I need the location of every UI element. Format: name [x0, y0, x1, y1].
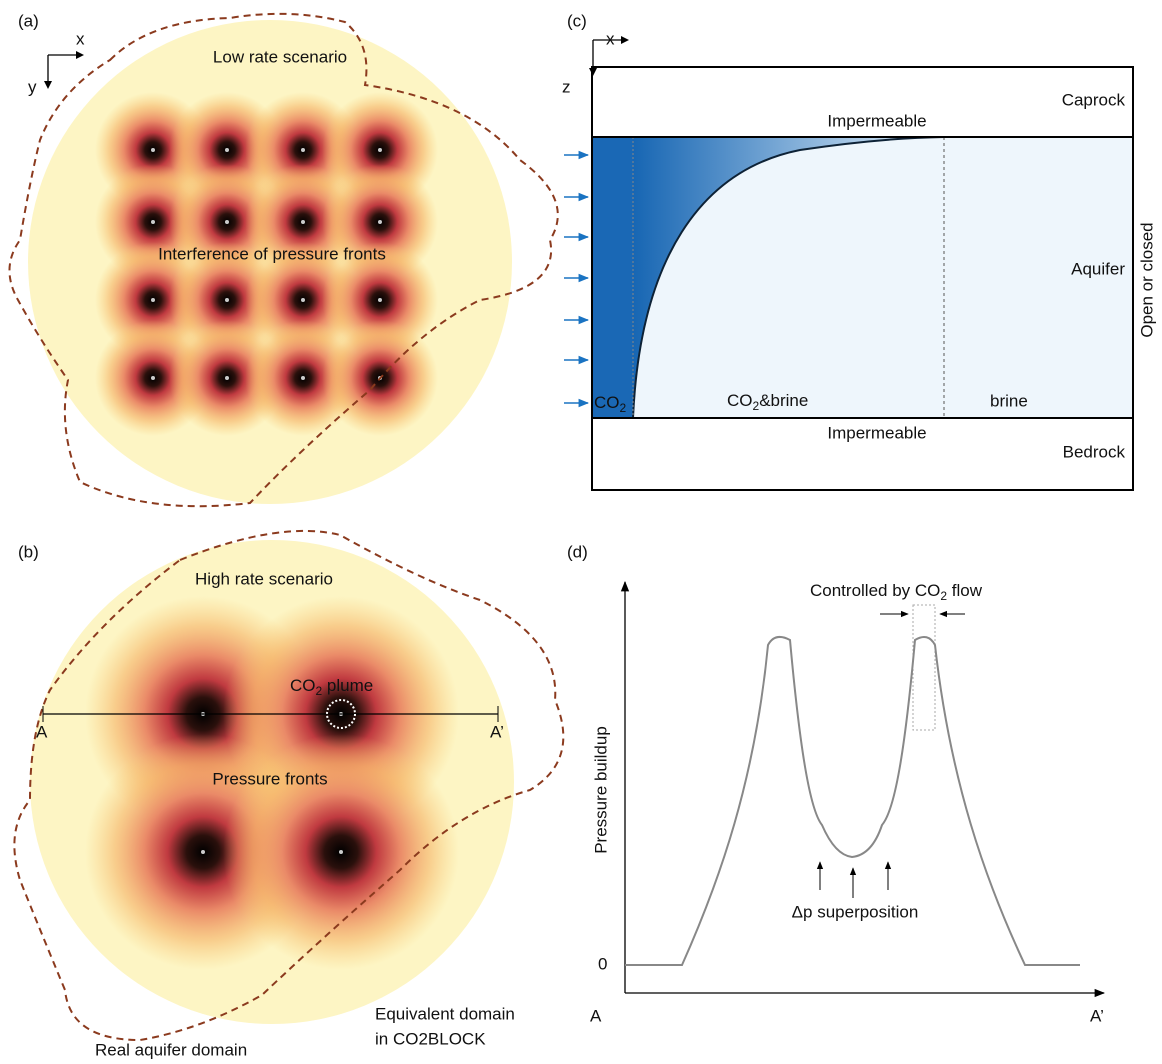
section-label: A: [36, 722, 48, 741]
axis-label: y: [28, 77, 37, 96]
axis-title: Pressure buildup: [591, 726, 610, 854]
panel-a: (a) x y Low rate scenario Interference o…: [8, 11, 559, 508]
plume-outline: [326, 699, 356, 729]
zone-label: CO2: [594, 393, 627, 415]
well: [201, 850, 205, 854]
well: [151, 220, 155, 224]
panel-label: (c): [567, 11, 587, 30]
title: High rate scenario: [195, 569, 333, 588]
layer-label: Caprock: [1062, 90, 1126, 109]
bracket: [912, 604, 936, 731]
layer-label: Impermeable: [827, 423, 926, 442]
axes: [47, 54, 80, 85]
zone-label: brine: [990, 391, 1028, 410]
panel-c: (c) x z Caprock Impermeable Aquifer Open…: [562, 11, 1156, 491]
well: [301, 376, 305, 380]
axis-label: z: [562, 77, 571, 96]
real-domain: [13, 529, 565, 1042]
note: Controlled by CO2 flow: [810, 581, 983, 603]
co2-zone: [592, 137, 633, 418]
well: [301, 220, 305, 224]
arrowheads: [589, 36, 629, 76]
boundary-label: Open or closed: [1137, 222, 1156, 337]
front: [632, 136, 945, 419]
note: in CO2BLOCK: [375, 1029, 486, 1048]
note: Equivalent domain: [375, 1004, 515, 1023]
real-domain: [8, 12, 559, 508]
note: Δp superposition: [792, 902, 919, 921]
well: [378, 220, 382, 224]
well: [378, 148, 382, 152]
panel-label: (b): [18, 542, 39, 561]
note: Interference of pressure fronts: [158, 244, 386, 263]
well: [225, 148, 229, 152]
well: [301, 148, 305, 152]
axes: [592, 39, 625, 72]
note: Real aquifer domain: [95, 1040, 247, 1059]
note: Pressure fronts: [212, 769, 327, 788]
well: [151, 298, 155, 302]
well: [151, 148, 155, 152]
panel-b: (b) High rate scenario CO2 plume A A’ Pr…: [13, 529, 565, 1059]
panel-label: (a): [18, 11, 39, 30]
title: Low rate scenario: [213, 47, 347, 66]
arrowheads: [44, 51, 84, 89]
zone-label: CO2&brine: [727, 391, 808, 413]
well: [151, 376, 155, 380]
axis-label: A: [590, 1006, 602, 1025]
layer-label: Bedrock: [1063, 442, 1126, 461]
frame: [591, 66, 1134, 491]
well: [225, 220, 229, 224]
layer-label: Aquifer: [1071, 259, 1125, 278]
panel-d: (d) Controlled by CO2 flow Pressure buil…: [567, 542, 1106, 1025]
tick-label: 0: [598, 954, 607, 973]
well: [225, 376, 229, 380]
axis-label: A’: [1090, 1006, 1104, 1025]
plume-label: CO2 plume: [290, 676, 373, 698]
mixed-zone: [633, 137, 944, 418]
well: [339, 850, 343, 854]
axis-label: x: [606, 29, 615, 48]
well: [301, 298, 305, 302]
axis-label: x: [76, 29, 85, 48]
panel-label: (d): [567, 542, 588, 561]
section-label: A’: [490, 722, 504, 741]
layer-label: Impermeable: [827, 111, 926, 130]
well: [378, 298, 382, 302]
pressure-curve: [625, 635, 1080, 966]
well: [225, 298, 229, 302]
